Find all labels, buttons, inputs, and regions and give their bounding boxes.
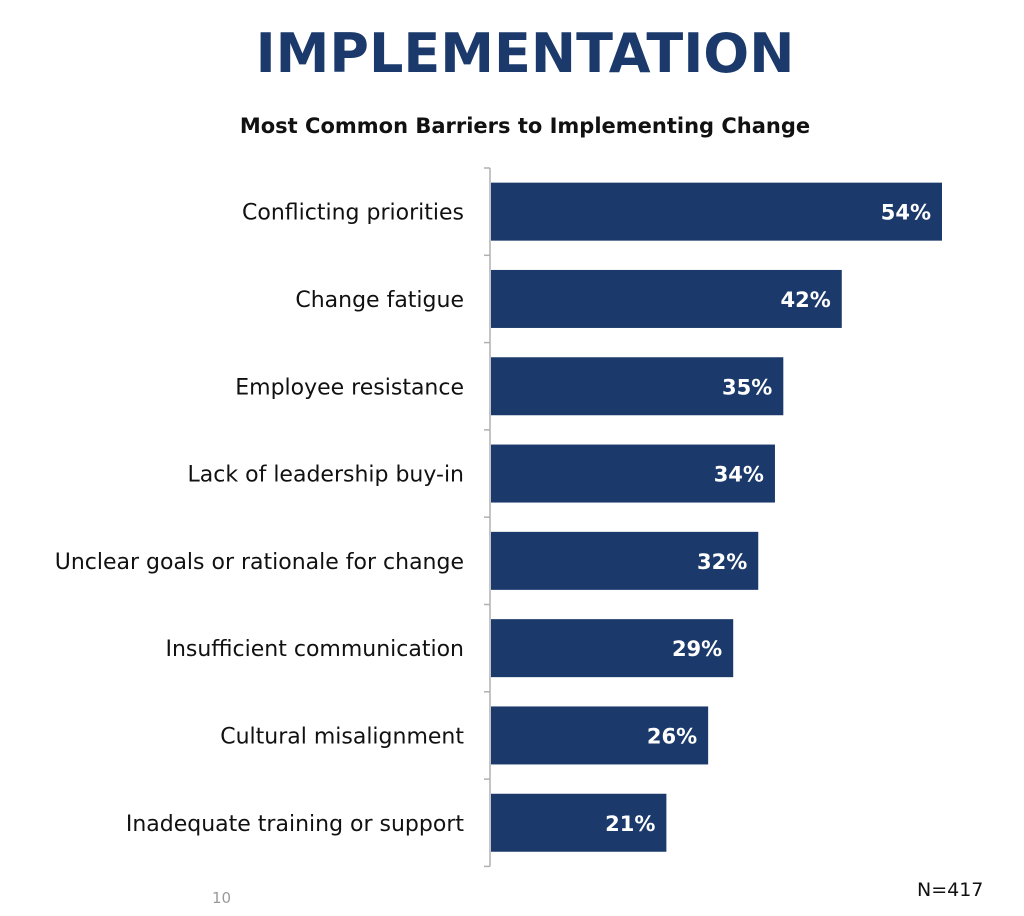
bar bbox=[491, 269, 842, 328]
bar bbox=[491, 706, 709, 765]
category-label: Inadequate training or support bbox=[126, 812, 465, 837]
bar-value-label: 54% bbox=[881, 201, 931, 225]
category-label: Conflicting priorities bbox=[242, 201, 464, 226]
chart-title: Most Common Barriers to Implementing Cha… bbox=[239, 114, 811, 138]
category-label: Change fatigue bbox=[295, 288, 464, 313]
sample-size-note: N=417 bbox=[917, 879, 984, 901]
bar-value-label: 34% bbox=[714, 463, 764, 487]
bar bbox=[491, 531, 759, 590]
category-label: Insufficient communication bbox=[165, 637, 464, 662]
page-title: IMPLEMENTATION bbox=[255, 22, 795, 85]
bar-value-label: 42% bbox=[781, 288, 831, 312]
category-label: Lack of leadership buy-in bbox=[188, 463, 464, 488]
category-label: Cultural misalignment bbox=[220, 724, 464, 749]
bar-value-label: 21% bbox=[605, 812, 655, 836]
bar-value-label: 32% bbox=[697, 550, 747, 574]
bar bbox=[491, 182, 942, 241]
bar bbox=[491, 357, 784, 416]
bar bbox=[491, 619, 734, 678]
bar-value-label: 35% bbox=[722, 375, 772, 399]
page-number: 10 bbox=[212, 889, 232, 907]
category-label: Employee resistance bbox=[235, 375, 464, 400]
bar bbox=[491, 793, 667, 852]
bar-value-label: 29% bbox=[672, 637, 722, 661]
category-label: Unclear goals or rationale for change bbox=[55, 550, 464, 575]
bar bbox=[491, 444, 775, 503]
bar-value-label: 26% bbox=[647, 724, 697, 748]
